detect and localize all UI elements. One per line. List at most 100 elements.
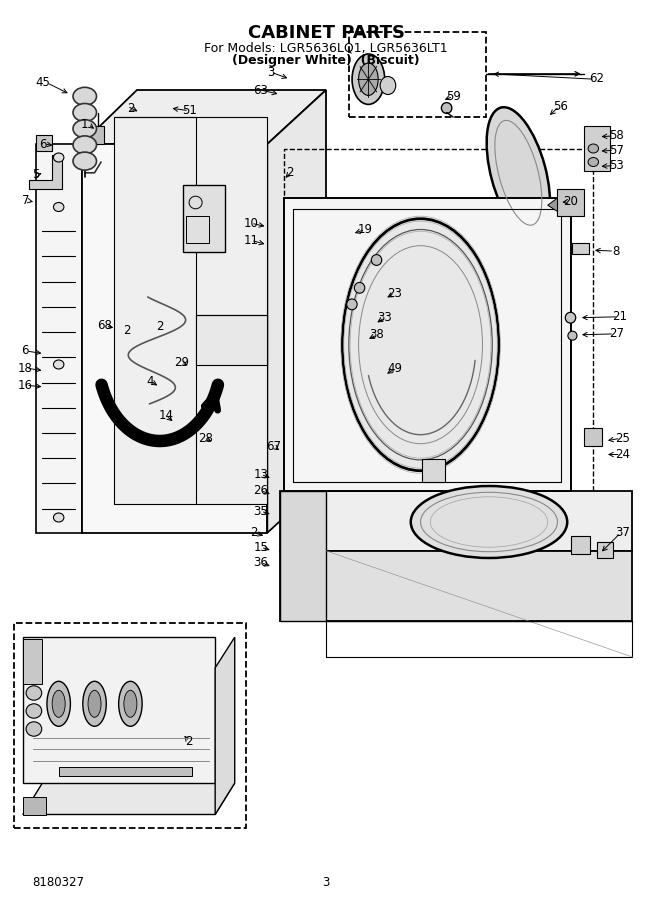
Bar <box>349 32 486 117</box>
Text: 13: 13 <box>254 468 268 481</box>
Text: 6: 6 <box>21 345 29 357</box>
Text: 35: 35 <box>254 505 268 518</box>
Ellipse shape <box>73 104 96 122</box>
Ellipse shape <box>372 255 382 266</box>
Bar <box>422 459 445 482</box>
Text: 24: 24 <box>615 448 630 461</box>
Text: 10: 10 <box>244 217 258 230</box>
Polygon shape <box>23 796 46 814</box>
Text: 63: 63 <box>254 84 268 96</box>
Polygon shape <box>82 144 267 533</box>
Text: 56: 56 <box>554 100 568 112</box>
Ellipse shape <box>565 312 576 323</box>
Ellipse shape <box>342 219 499 471</box>
Text: CABINET PARTS: CABINET PARTS <box>248 24 404 42</box>
Text: 18: 18 <box>18 362 32 374</box>
Polygon shape <box>284 198 570 491</box>
Text: 4: 4 <box>146 375 154 388</box>
Ellipse shape <box>73 136 96 154</box>
Bar <box>597 542 613 558</box>
Ellipse shape <box>26 686 42 700</box>
Ellipse shape <box>73 152 96 170</box>
Text: 2: 2 <box>286 166 294 179</box>
Polygon shape <box>267 90 326 533</box>
Text: 68: 68 <box>97 320 111 332</box>
Text: 21: 21 <box>612 310 627 323</box>
Text: 2: 2 <box>126 102 134 114</box>
Bar <box>572 243 589 254</box>
Text: 45: 45 <box>35 76 50 89</box>
Text: 16: 16 <box>17 379 33 392</box>
Text: 23: 23 <box>387 287 402 300</box>
Ellipse shape <box>441 103 452 113</box>
Text: 6: 6 <box>38 138 46 150</box>
Polygon shape <box>36 135 52 151</box>
Polygon shape <box>584 126 610 171</box>
Text: 14: 14 <box>158 410 174 422</box>
Text: 49: 49 <box>387 363 402 375</box>
Polygon shape <box>23 783 235 814</box>
Polygon shape <box>215 637 235 814</box>
Text: 59: 59 <box>446 90 460 103</box>
Ellipse shape <box>47 681 70 726</box>
Ellipse shape <box>53 202 64 211</box>
Ellipse shape <box>352 54 385 104</box>
Text: 37: 37 <box>615 526 630 539</box>
Bar <box>14 623 246 828</box>
Text: 36: 36 <box>254 556 268 569</box>
Text: 11: 11 <box>243 234 259 247</box>
Polygon shape <box>557 189 584 216</box>
Ellipse shape <box>568 331 577 340</box>
Text: 28: 28 <box>198 432 213 445</box>
Bar <box>196 315 267 365</box>
Ellipse shape <box>88 690 101 717</box>
Polygon shape <box>91 126 104 144</box>
Ellipse shape <box>52 690 65 717</box>
Polygon shape <box>36 144 82 533</box>
Polygon shape <box>280 551 632 621</box>
Text: 57: 57 <box>609 144 623 157</box>
Text: 3: 3 <box>322 876 330 888</box>
Text: 62: 62 <box>589 72 604 85</box>
Bar <box>186 216 209 243</box>
Text: 7: 7 <box>22 194 30 207</box>
Ellipse shape <box>354 283 364 293</box>
Text: (Designer White)  (Biscuit): (Designer White) (Biscuit) <box>232 54 420 67</box>
Text: 8180327: 8180327 <box>33 876 85 888</box>
Bar <box>570 536 590 554</box>
Ellipse shape <box>588 144 599 153</box>
Text: 26: 26 <box>253 484 269 497</box>
Ellipse shape <box>53 360 64 369</box>
Text: 53: 53 <box>609 159 623 172</box>
Text: 2: 2 <box>123 324 131 337</box>
Polygon shape <box>280 491 326 621</box>
Ellipse shape <box>347 299 357 310</box>
Ellipse shape <box>26 704 42 718</box>
Text: 19: 19 <box>357 223 373 236</box>
Polygon shape <box>23 637 215 783</box>
Text: 2: 2 <box>156 320 164 333</box>
Polygon shape <box>59 767 192 776</box>
Ellipse shape <box>53 513 64 522</box>
Ellipse shape <box>486 107 550 238</box>
Text: 8: 8 <box>612 245 620 257</box>
Text: 2: 2 <box>250 526 258 539</box>
Bar <box>584 428 602 446</box>
Polygon shape <box>114 117 267 504</box>
Polygon shape <box>29 155 62 189</box>
Ellipse shape <box>359 63 378 95</box>
Text: 51: 51 <box>182 104 196 117</box>
Ellipse shape <box>119 681 142 726</box>
Ellipse shape <box>411 486 567 558</box>
Bar <box>183 184 225 252</box>
Ellipse shape <box>53 153 64 162</box>
Ellipse shape <box>83 681 106 726</box>
Polygon shape <box>280 491 632 551</box>
Text: 27: 27 <box>608 328 624 340</box>
Polygon shape <box>355 40 401 112</box>
Polygon shape <box>23 639 42 684</box>
Polygon shape <box>548 198 557 212</box>
Text: 1: 1 <box>81 118 89 130</box>
Ellipse shape <box>588 158 599 166</box>
Text: 20: 20 <box>563 195 578 208</box>
